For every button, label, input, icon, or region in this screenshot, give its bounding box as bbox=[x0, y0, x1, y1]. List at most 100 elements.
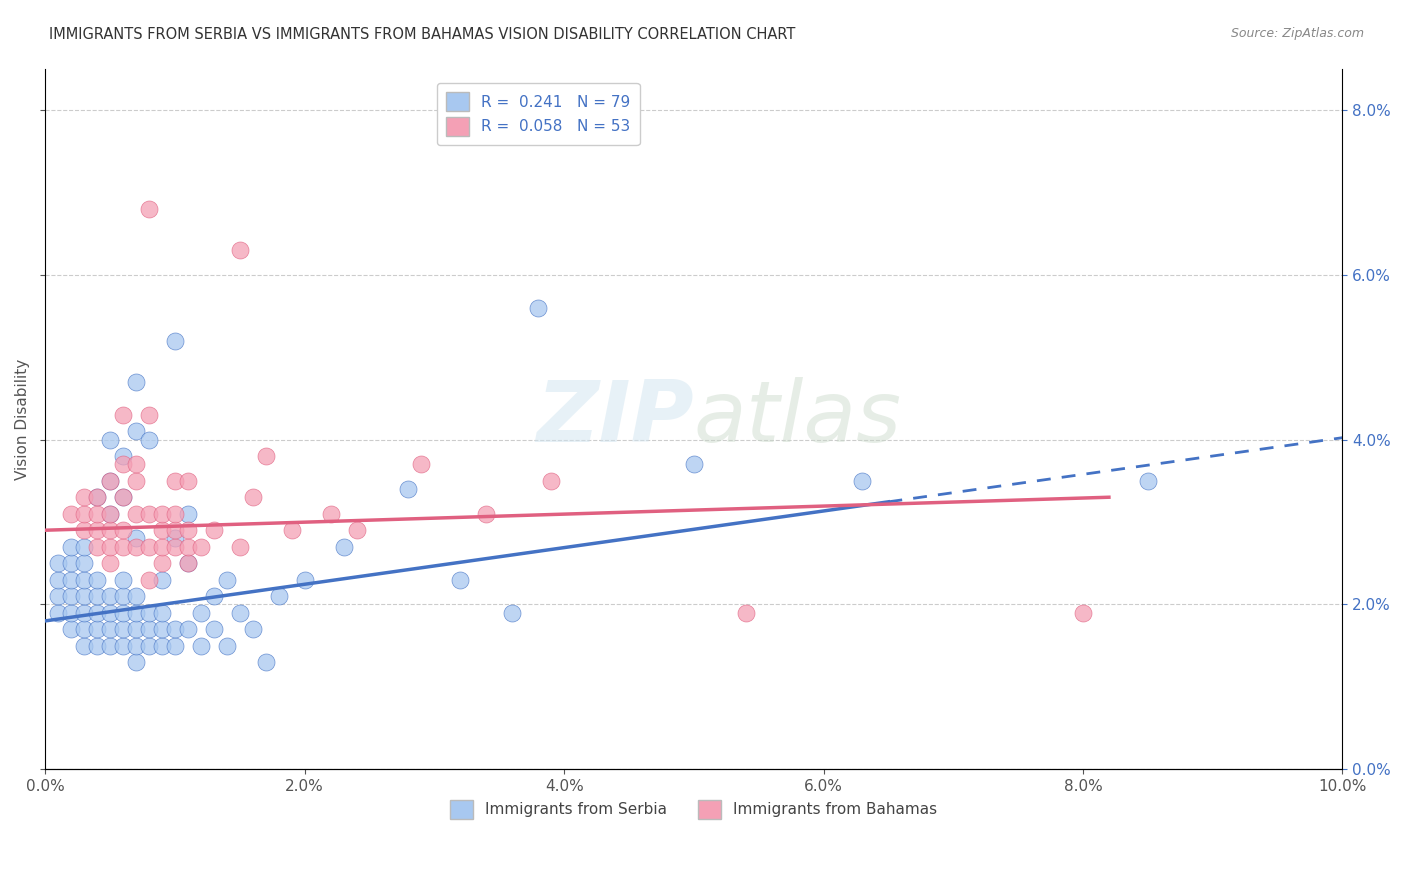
Point bbox=[125, 622, 148, 636]
Point bbox=[125, 375, 148, 389]
Point bbox=[190, 639, 212, 653]
Point bbox=[125, 457, 148, 471]
Point bbox=[98, 474, 121, 488]
Point bbox=[86, 573, 108, 587]
Point bbox=[527, 301, 550, 315]
Point bbox=[215, 573, 238, 587]
Point bbox=[254, 449, 277, 463]
Point bbox=[138, 639, 160, 653]
Point bbox=[150, 573, 173, 587]
Point bbox=[98, 540, 121, 554]
Point bbox=[73, 490, 96, 504]
Point bbox=[229, 606, 252, 620]
Point bbox=[319, 507, 342, 521]
Point bbox=[125, 532, 148, 546]
Point bbox=[280, 523, 302, 537]
Point bbox=[46, 573, 69, 587]
Point bbox=[163, 540, 186, 554]
Point bbox=[202, 589, 225, 603]
Point bbox=[150, 622, 173, 636]
Point bbox=[73, 606, 96, 620]
Point bbox=[242, 622, 264, 636]
Point bbox=[86, 622, 108, 636]
Point bbox=[86, 540, 108, 554]
Point bbox=[98, 474, 121, 488]
Point bbox=[540, 474, 562, 488]
Point bbox=[73, 639, 96, 653]
Point bbox=[60, 556, 83, 570]
Point bbox=[98, 556, 121, 570]
Point bbox=[229, 540, 252, 554]
Point bbox=[112, 449, 135, 463]
Text: IMMIGRANTS FROM SERBIA VS IMMIGRANTS FROM BAHAMAS VISION DISABILITY CORRELATION : IMMIGRANTS FROM SERBIA VS IMMIGRANTS FRO… bbox=[49, 27, 796, 42]
Point bbox=[73, 556, 96, 570]
Point bbox=[112, 622, 135, 636]
Point bbox=[112, 606, 135, 620]
Point bbox=[138, 408, 160, 422]
Point bbox=[112, 523, 135, 537]
Point bbox=[125, 507, 148, 521]
Point bbox=[60, 622, 83, 636]
Point bbox=[86, 639, 108, 653]
Point bbox=[73, 507, 96, 521]
Point bbox=[98, 507, 121, 521]
Point bbox=[60, 507, 83, 521]
Point bbox=[150, 507, 173, 521]
Point bbox=[475, 507, 498, 521]
Point bbox=[73, 622, 96, 636]
Text: atlas: atlas bbox=[693, 377, 901, 460]
Point bbox=[60, 573, 83, 587]
Point bbox=[734, 606, 756, 620]
Point bbox=[163, 334, 186, 348]
Point bbox=[501, 606, 523, 620]
Point bbox=[112, 589, 135, 603]
Y-axis label: Vision Disability: Vision Disability bbox=[15, 359, 30, 480]
Point bbox=[125, 424, 148, 438]
Point bbox=[682, 457, 704, 471]
Point bbox=[138, 540, 160, 554]
Point bbox=[254, 655, 277, 669]
Point bbox=[267, 589, 290, 603]
Point bbox=[125, 606, 148, 620]
Point bbox=[112, 573, 135, 587]
Point bbox=[98, 639, 121, 653]
Point bbox=[112, 540, 135, 554]
Point bbox=[86, 523, 108, 537]
Point bbox=[177, 507, 200, 521]
Point bbox=[346, 523, 368, 537]
Point bbox=[177, 540, 200, 554]
Point bbox=[112, 490, 135, 504]
Point bbox=[73, 523, 96, 537]
Point bbox=[1136, 474, 1159, 488]
Point bbox=[177, 622, 200, 636]
Point bbox=[163, 532, 186, 546]
Point bbox=[163, 622, 186, 636]
Point bbox=[125, 655, 148, 669]
Point bbox=[98, 433, 121, 447]
Point bbox=[86, 490, 108, 504]
Point bbox=[449, 573, 471, 587]
Point bbox=[138, 433, 160, 447]
Point bbox=[98, 523, 121, 537]
Point bbox=[138, 606, 160, 620]
Point bbox=[190, 606, 212, 620]
Point bbox=[46, 556, 69, 570]
Point bbox=[1071, 606, 1094, 620]
Point bbox=[98, 589, 121, 603]
Legend: Immigrants from Serbia, Immigrants from Bahamas: Immigrants from Serbia, Immigrants from … bbox=[444, 794, 943, 825]
Point bbox=[202, 523, 225, 537]
Point bbox=[150, 540, 173, 554]
Point bbox=[46, 589, 69, 603]
Point bbox=[177, 556, 200, 570]
Point bbox=[46, 606, 69, 620]
Point bbox=[98, 606, 121, 620]
Point bbox=[73, 540, 96, 554]
Point bbox=[150, 556, 173, 570]
Point bbox=[163, 523, 186, 537]
Point bbox=[112, 639, 135, 653]
Point bbox=[150, 523, 173, 537]
Point bbox=[138, 507, 160, 521]
Point bbox=[851, 474, 873, 488]
Point bbox=[73, 573, 96, 587]
Point bbox=[138, 573, 160, 587]
